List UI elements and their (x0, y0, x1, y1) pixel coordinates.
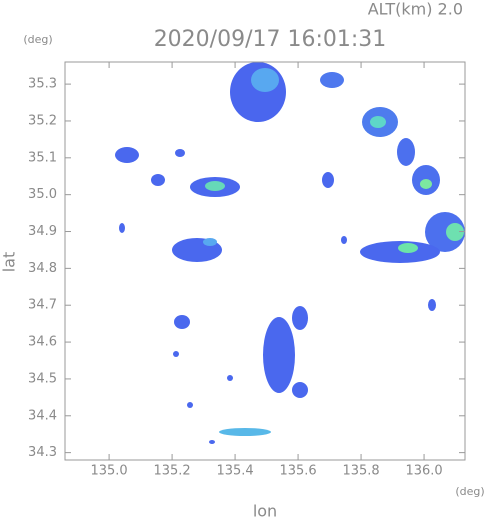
y-tick-label: 35.1 (28, 150, 57, 165)
echo (251, 68, 279, 92)
echo (428, 299, 436, 311)
y-tick-label: 35.3 (28, 77, 57, 92)
echo (320, 72, 344, 88)
y-tick-label: 35.0 (28, 187, 57, 202)
y-tick-label: 34.9 (28, 224, 57, 239)
plot-frame (64, 61, 466, 461)
x-tick-label: 136.0 (405, 464, 442, 479)
echo (219, 428, 271, 436)
echo (151, 174, 165, 186)
echo (115, 147, 139, 163)
echo (174, 315, 190, 329)
echo (263, 317, 295, 393)
x-axis-label: lon (253, 502, 277, 521)
echoes (115, 62, 465, 444)
y-tick-label: 35.2 (28, 113, 57, 128)
echo (292, 382, 308, 398)
echo (341, 236, 347, 244)
x-tick-label: 135.4 (216, 464, 253, 479)
echo (398, 243, 418, 253)
echo (209, 440, 215, 444)
altitude-label: ALT(km) 2.0 (368, 0, 463, 19)
echo (205, 181, 225, 191)
echo (227, 375, 233, 381)
echo (175, 149, 185, 157)
y-tick-label: 34.8 (28, 261, 57, 276)
x-unit: (deg) (455, 485, 484, 498)
echo (187, 402, 193, 408)
x-tick-label: 135.2 (153, 464, 190, 479)
y-axis-label: lat (0, 252, 19, 273)
y-tick-label: 34.6 (28, 335, 57, 350)
echo (446, 223, 464, 241)
y-tick-label: 34.7 (28, 298, 57, 313)
chart-title: 2020/09/17 16:01:31 (154, 27, 387, 52)
echo (397, 138, 415, 166)
echo (360, 241, 440, 263)
echo (173, 351, 179, 357)
y-unit: (deg) (23, 33, 52, 46)
echo (425, 212, 465, 252)
x-tick-label: 135.0 (90, 464, 127, 479)
echo (420, 179, 432, 189)
y-tick-label: 34.5 (28, 371, 57, 386)
y-tick-label: 34.3 (28, 445, 57, 460)
echo (322, 172, 334, 188)
echo (370, 116, 386, 128)
echo (119, 223, 125, 233)
y-tick-label: 34.4 (28, 408, 57, 423)
x-tick-label: 135.8 (342, 464, 379, 479)
x-tick-label: 135.6 (279, 464, 316, 479)
echo (292, 306, 308, 330)
echo (203, 238, 217, 246)
